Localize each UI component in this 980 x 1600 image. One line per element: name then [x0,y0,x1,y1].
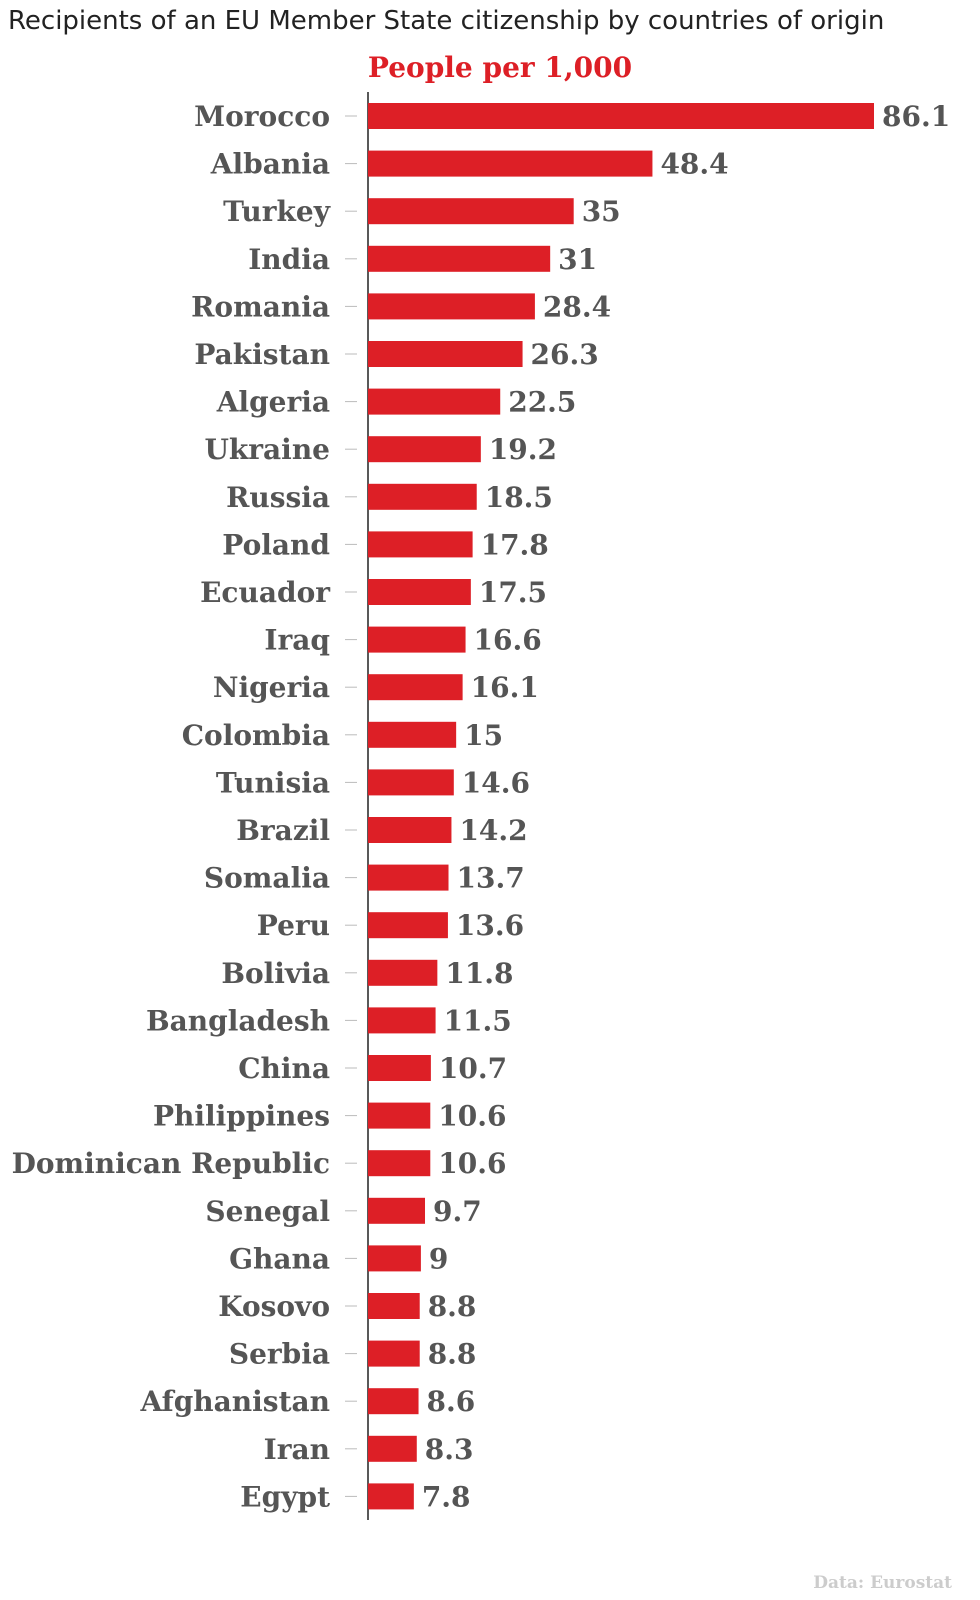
bar [368,817,452,843]
value-label: 14.6 [462,766,530,799]
value-label: 26.3 [531,338,599,371]
bars-group: Morocco 86.1 Albania 48.4 Turkey 35 India 31 Rom… [12,100,951,1513]
value-label: 13.6 [456,909,524,942]
category-label: Peru [257,909,330,942]
source-note: Data: Eurostat [813,1573,952,1593]
category-label: Philippines [153,1100,330,1133]
category-label: Pakistan [194,338,330,371]
value-label: 8.8 [428,1290,477,1323]
category-label: India [248,243,330,276]
value-label: 10.6 [438,1147,506,1180]
value-label: 7.8 [422,1480,471,1513]
value-label: 16.6 [474,624,542,657]
category-label: Ghana [229,1242,330,1275]
bar [368,912,448,939]
bar [368,1150,431,1177]
bar [368,579,471,605]
value-label: 28.4 [543,290,611,323]
bar [368,1483,414,1510]
category-label: Turkey [223,195,331,228]
category-label: Kosovo [218,1290,330,1323]
page-title: Recipients of an EU Member State citizen… [8,6,885,36]
bar [368,1435,417,1462]
category-label: Morocco [194,100,330,133]
bar [368,150,653,177]
bar [368,103,874,129]
bar [368,1055,431,1081]
bar [368,388,501,415]
chart-subtitle: People per 1,000 [368,51,632,84]
value-label: 35 [582,195,621,228]
value-label: 18.5 [485,481,553,514]
bar [368,1388,419,1415]
category-label: Romania [191,290,330,323]
category-label: Iran [264,1433,330,1466]
value-label: 8.3 [425,1433,474,1466]
category-label: Nigeria [213,671,330,704]
bar [368,1102,431,1129]
bar [368,1293,420,1319]
value-label: 8.6 [427,1385,476,1418]
value-label: 31 [558,243,597,276]
category-label: Albania [210,148,330,181]
category-label: Afghanistan [139,1385,330,1418]
value-label: 10.7 [439,1052,507,1085]
bar [368,1245,421,1272]
category-label: Bolivia [221,957,330,990]
value-label: 11.8 [445,957,513,990]
value-label: 16.1 [471,671,539,704]
category-label: Bangladesh [146,1004,330,1037]
value-label: 48.4 [660,148,728,181]
category-label: Somalia [204,862,330,895]
bar [368,198,574,225]
bar [368,293,535,320]
value-label: 9.7 [433,1195,482,1228]
category-label: China [238,1052,330,1085]
category-label: Ukraine [204,433,330,466]
value-label: 14.2 [459,814,527,847]
category-label: Egypt [240,1480,330,1513]
category-label: Ecuador [200,576,331,609]
value-label: 13.7 [457,862,525,895]
bar [368,1007,436,1034]
value-label: 86.1 [882,100,950,133]
category-label: Serbia [229,1338,330,1371]
category-label: Algeria [216,386,330,419]
bar [368,721,457,748]
category-label: Brazil [236,814,330,847]
bar [368,769,454,796]
value-label: 9 [429,1242,448,1275]
bar [368,1340,420,1367]
value-label: 10.6 [438,1100,506,1133]
bar [368,245,551,272]
value-label: 8.8 [428,1338,477,1371]
category-label: Senegal [205,1195,330,1228]
value-label: 15 [464,719,503,752]
bar [368,341,523,367]
bar [368,674,463,701]
bar [368,531,473,558]
bar [368,626,466,653]
value-label: 17.5 [479,576,547,609]
value-label: 11.5 [444,1004,512,1037]
category-label: Russia [226,481,330,514]
category-label: Tunisia [216,766,330,799]
bar [368,436,481,463]
category-label: Colombia [182,719,330,752]
bar [368,483,477,510]
value-label: 19.2 [489,433,557,466]
category-label: Iraq [264,624,330,657]
bar [368,1197,426,1224]
bar [368,959,438,986]
bar [368,864,449,891]
category-label: Poland [222,528,330,561]
category-label: Dominican Republic [12,1147,330,1180]
value-label: 22.5 [508,386,576,419]
value-label: 17.8 [481,528,549,561]
